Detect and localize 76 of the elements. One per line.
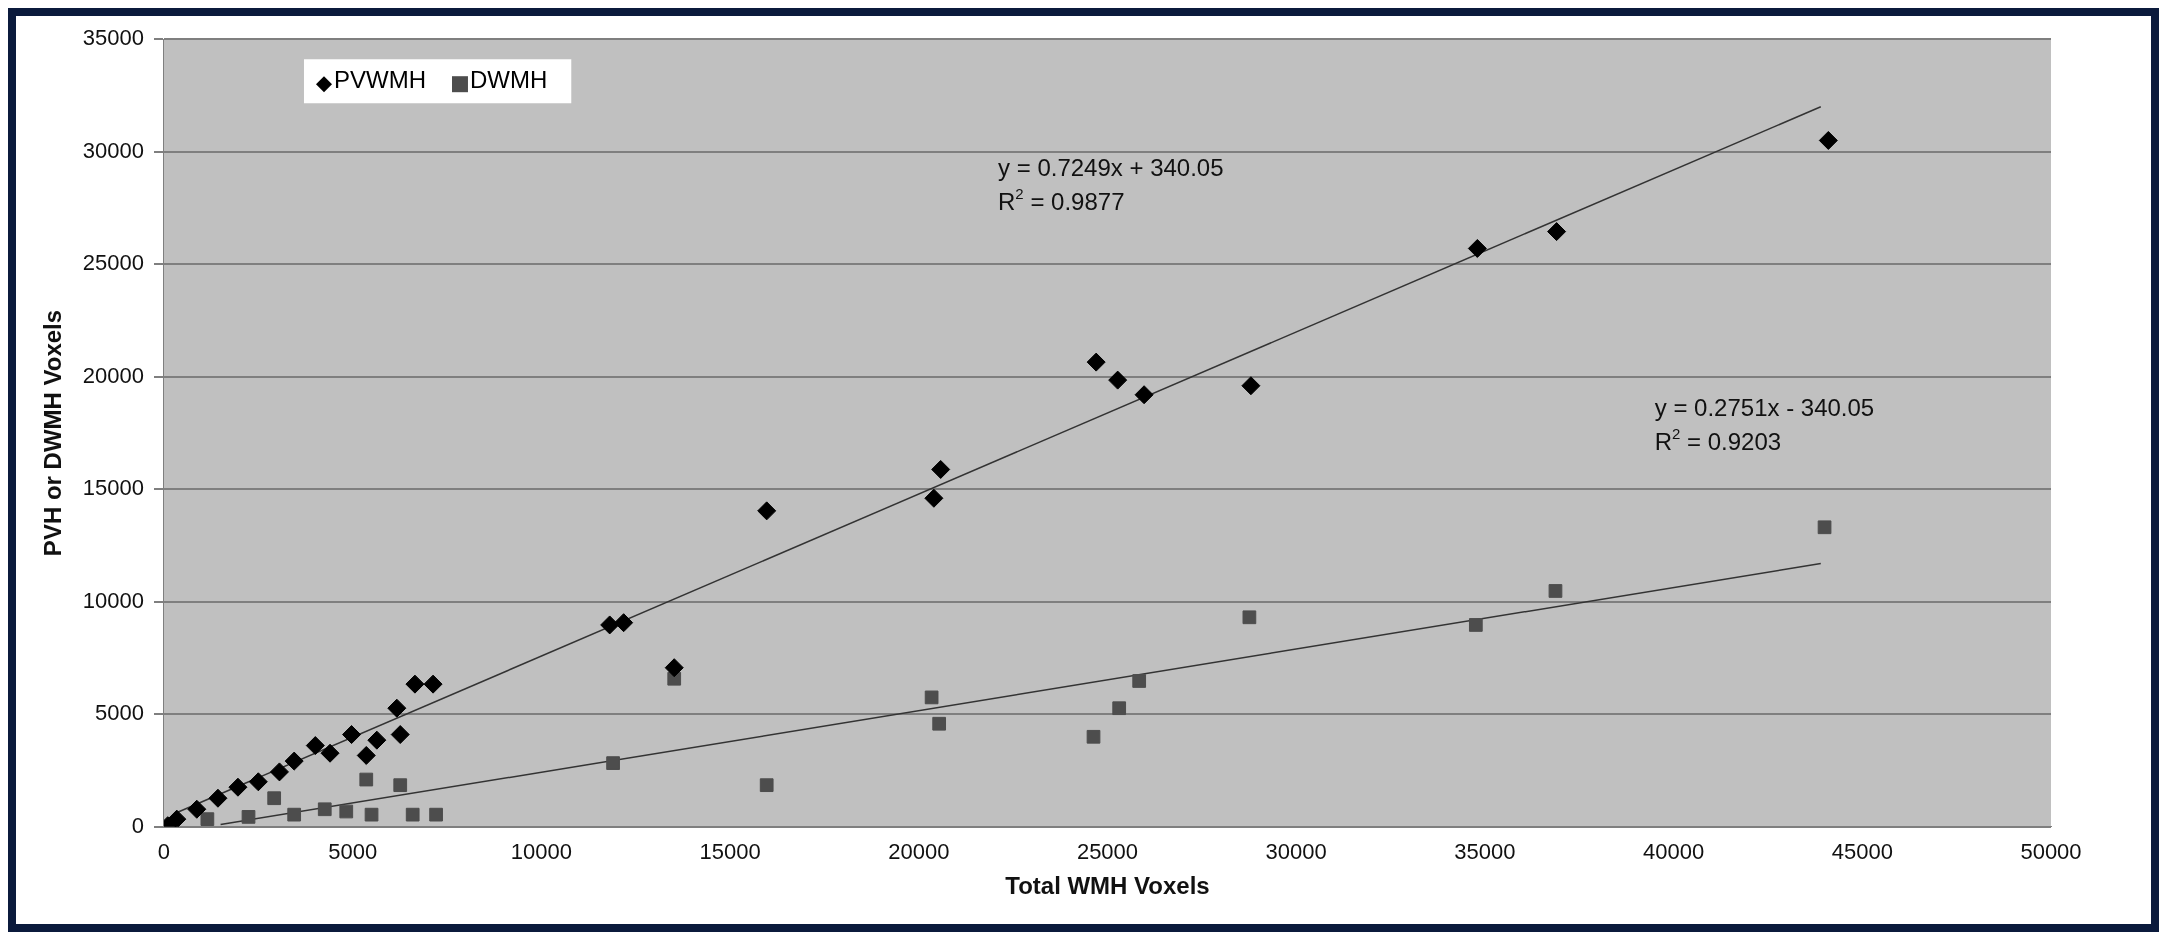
- point: [287, 807, 302, 822]
- point: [606, 756, 620, 770]
- point: [931, 459, 951, 479]
- x-axis-title: Total WMH Voxels: [1005, 872, 1210, 900]
- x-tick-label: 45000: [1831, 839, 1893, 865]
- point: [1548, 584, 1563, 598]
- x-tick-label: 15000: [699, 839, 761, 865]
- point: [317, 802, 332, 817]
- point: [267, 791, 282, 806]
- y-axis-title: PVH or DWMH Voxels: [39, 309, 67, 557]
- point: [284, 751, 304, 771]
- point: [364, 807, 379, 822]
- point: [356, 745, 376, 765]
- y-tick-label: 30000: [82, 137, 144, 163]
- point: [320, 743, 340, 763]
- x-tick-label: 30000: [1265, 839, 1327, 865]
- y-tick-label: 5000: [95, 700, 144, 726]
- point: [241, 810, 256, 824]
- point: [305, 736, 325, 756]
- point: [1467, 238, 1487, 258]
- y-tick-label: 25000: [82, 250, 144, 276]
- point: [248, 772, 268, 792]
- point: [1817, 520, 1832, 535]
- annotation: y = 0.7249x + 340.05: [998, 153, 1224, 181]
- point: [342, 725, 362, 745]
- x-tick-label: 35000: [1454, 839, 1516, 865]
- point: [228, 777, 248, 797]
- y-tick-label: 10000: [82, 587, 144, 613]
- point: [1108, 370, 1128, 390]
- y-tick-label: 20000: [82, 362, 144, 388]
- point: [390, 725, 410, 745]
- point: [1086, 729, 1101, 744]
- point: [1547, 222, 1567, 242]
- point: [187, 799, 207, 819]
- x-tick-label: 10000: [510, 839, 572, 865]
- annotation: y = 0.2751x - 340.05: [1654, 394, 1875, 422]
- point: [429, 807, 443, 822]
- y-tick-label: 0: [131, 812, 144, 838]
- y-tick-label: 15000: [82, 475, 144, 501]
- point: [1134, 385, 1154, 405]
- point: [208, 788, 228, 808]
- point: [1468, 618, 1483, 632]
- point: [393, 778, 408, 793]
- point: [1132, 674, 1147, 688]
- point: [932, 716, 947, 731]
- point: [405, 807, 420, 822]
- point: [1086, 352, 1106, 372]
- point: [757, 501, 777, 521]
- legend-label: PVWMH: [333, 65, 426, 93]
- x-tick-label: 5000: [328, 839, 378, 865]
- x-tick-label: 40000: [1643, 839, 1705, 865]
- y-tick-label: 35000: [82, 25, 144, 51]
- point: [924, 488, 944, 508]
- point: [1112, 701, 1127, 716]
- point: [339, 804, 354, 819]
- x-tick-label: 25000: [1076, 839, 1139, 865]
- point: [387, 698, 407, 718]
- legend-label: DWMH: [469, 65, 548, 93]
- point: [167, 809, 187, 827]
- point: [405, 674, 425, 694]
- x-tick-label: 0: [157, 839, 171, 865]
- x-tick-label: 20000: [888, 839, 950, 865]
- point: [1241, 376, 1261, 396]
- point: [614, 613, 634, 633]
- point: [600, 615, 620, 635]
- point: [1818, 130, 1838, 150]
- point: [759, 778, 774, 793]
- point: [1242, 610, 1257, 625]
- point: [359, 772, 374, 787]
- point: [423, 674, 443, 694]
- point: [367, 730, 387, 750]
- point: [269, 762, 289, 782]
- x-tick-label: 50000: [2020, 839, 2082, 865]
- point: [664, 658, 684, 678]
- point: [924, 690, 939, 705]
- point: [200, 812, 215, 827]
